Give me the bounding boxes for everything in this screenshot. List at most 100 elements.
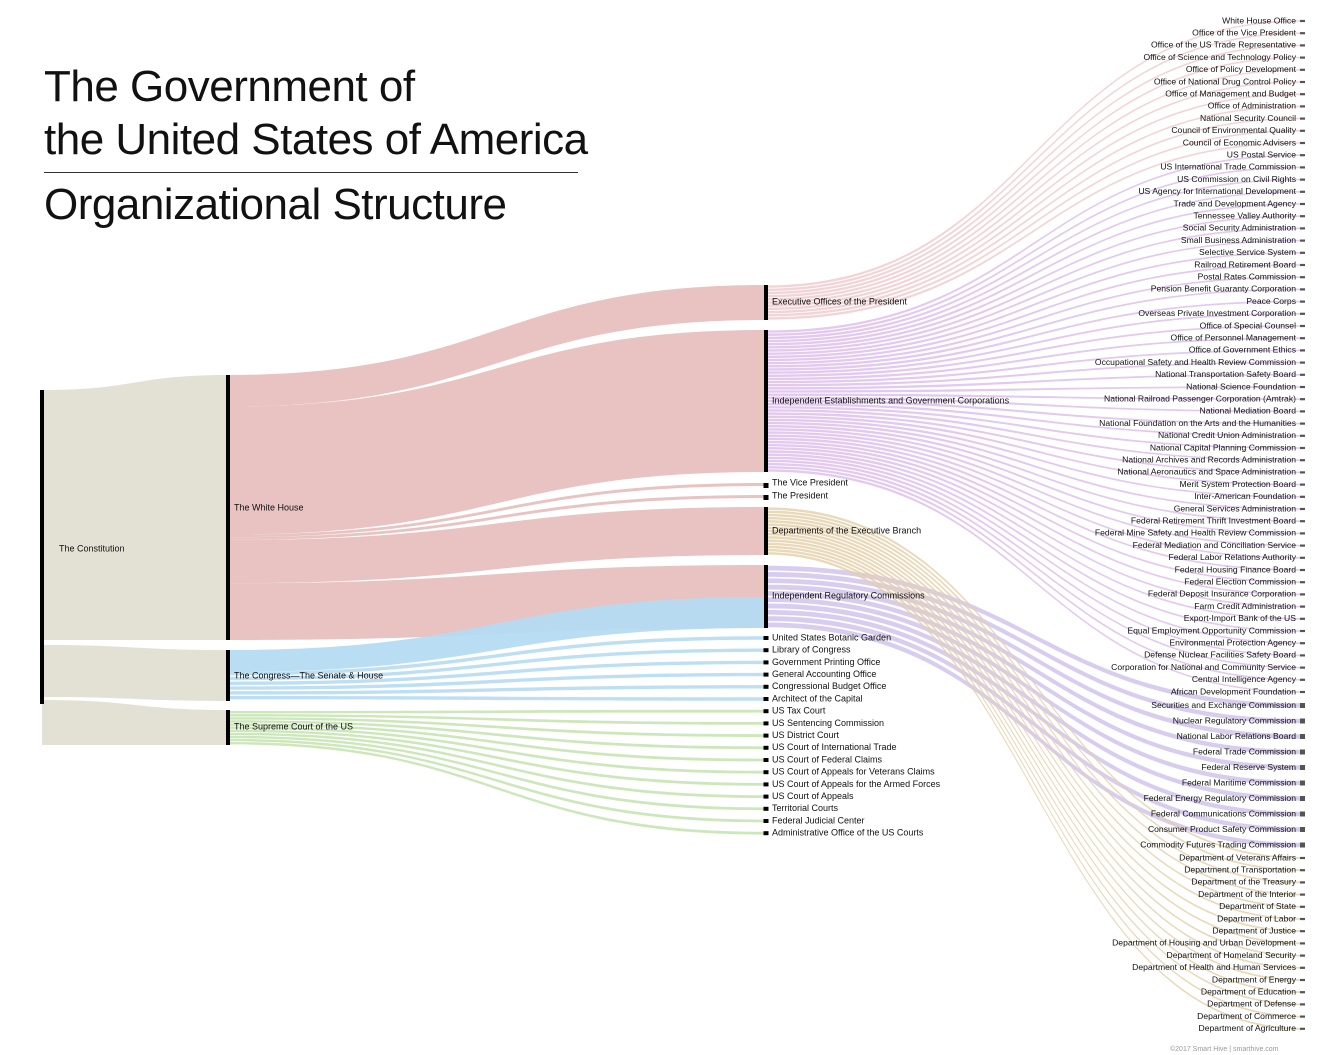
link-ie-equal-employment-opportunity-commission (766, 453, 1302, 632)
agency-label-department-of-homeland-security: Department of Homeland Security (1167, 950, 1297, 960)
agency-label-office-of-government-ethics: Office of Government Ethics (1189, 345, 1296, 355)
leaf-bar-farm-credit-administration (1300, 605, 1305, 608)
bars-layer (40, 19, 1305, 1030)
agency-label-general-accounting-office: General Accounting Office (772, 669, 876, 679)
agency-label-office-of-management-and-budget: Office of Management and Budget (1165, 88, 1296, 98)
leaf-bar-department-of-state (1300, 905, 1305, 908)
agency-label-nuclear-regulatory-commission: Nuclear Regulatory Commission (1173, 715, 1296, 725)
agency-label-inter-american-foundation: Inter-American Foundation (1194, 491, 1296, 501)
link-ie-office-of-special-counsel (766, 325, 1302, 377)
node-label-eop: Executive Offices of the President (772, 296, 907, 306)
link-ie-national-capital-planning-commission (766, 406, 1302, 449)
link-ie-federal-retirement-thrift-investment-board (766, 425, 1302, 522)
link-ie-general-services-administration (766, 421, 1302, 510)
leaf-bar-office-of-administration (1300, 105, 1305, 108)
agency-label-federal-housing-finance-board: Federal Housing Finance Board (1175, 564, 1297, 574)
agency-label-national-archives-and-records-administration: National Archives and Records Administra… (1122, 454, 1296, 464)
agency-label-federal-judicial-center: Federal Judicial Center (772, 815, 865, 825)
bar-architect-of-the-capital (763, 697, 769, 701)
agency-label-pension-benefit-guaranty-corporation: Pension Benefit Guaranty Corporation (1151, 284, 1296, 294)
link-ie-us-international-trade-commission (766, 166, 1302, 336)
agency-label-general-services-administration: General Services Administration (1174, 503, 1296, 513)
agency-label-social-security-administration: Social Security Administration (1183, 223, 1296, 233)
link-ie-social-security-administration (766, 227, 1302, 352)
link-reg-federal-trade-commission (766, 584, 1302, 755)
agency-label-federal-election-commission: Federal Election Commission (1184, 576, 1296, 586)
subtitle: Organizational Structure (44, 180, 507, 229)
link-court-us-court-of-federal-claims (228, 723, 766, 762)
link-dep-department-of-education (766, 542, 1302, 994)
bar-sc (226, 710, 230, 745)
agency-label-department-of-the-interior: Department of the Interior (1198, 889, 1296, 899)
agency-label-office-of-national-drug-control-policy: Office of National Drug Control Policy (1154, 76, 1297, 86)
node-label-supreme-court: The Supreme Court of the US (234, 721, 353, 731)
leaf-bar-social-security-administration (1300, 227, 1305, 230)
node-label-vp: The Vice President (772, 477, 848, 487)
leaf-bar-securities-and-exchange-commission (1300, 703, 1305, 708)
link-reg-national-labor-relations-board (766, 578, 1302, 739)
bar-irc (764, 565, 768, 628)
leaf-bar-railroad-retirement-board (1300, 263, 1305, 267)
agency-label-office-of-the-us-trade-representative: Office of the US Trade Representative (1151, 40, 1296, 50)
agency-label-territorial-courts: Territorial Courts (772, 803, 839, 813)
leaf-bar-federal-deposit-insurance-corporation (1300, 593, 1305, 596)
agency-label-peace-corps: Peace Corps (1246, 296, 1296, 306)
agency-label-tennessee-valley-authority: Tennessee Valley Authority (1193, 210, 1296, 220)
leaf-bar-peace-corps (1300, 300, 1305, 303)
leaf-bar-general-services-administration (1300, 507, 1305, 511)
link-ie-national-credit-union-administration (766, 402, 1302, 437)
bar-government-printing-office (763, 660, 769, 665)
link-reg-commodity-futures-trading-commission (766, 622, 1302, 848)
link-reg-federal-reserve-system (766, 590, 1302, 770)
leaf-bar-department-of-transportation (1300, 869, 1305, 872)
link-constitution-cg (42, 645, 228, 701)
agency-label-corporation-for-national-and-community-service: Corporation for National and Community S… (1111, 662, 1296, 672)
agency-label-national-transportation-safety-board: National Transportation Safety Board (1155, 369, 1296, 379)
agency-label-national-capital-planning-commission: National Capital Planning Commission (1150, 442, 1296, 452)
leaf-bar-postal-rates-commission (1300, 276, 1305, 279)
bar-vp (763, 483, 769, 488)
agency-label-equal-employment-opportunity-commission: Equal Employment Opportunity Commission (1127, 625, 1296, 635)
bar-us-court-of-federal-claims (763, 758, 769, 762)
leaf-bar-department-of-agriculture (1300, 1027, 1305, 1030)
link-ie-national-transportation-safety-board (766, 374, 1302, 390)
agency-label-us-court-of-appeals-for-veterans-claims: US Court of Appeals for Veterans Claims (772, 767, 935, 777)
agency-label-library-of-congress: Library of Congress (772, 645, 851, 655)
link-ie-national-mediation-board (766, 396, 1302, 413)
link-ie-federal-election-commission (766, 440, 1302, 583)
link-ie-national-science-foundation (766, 386, 1302, 393)
link-court-administrative-office-of-the-us-courts (228, 742, 766, 835)
bar-wh (226, 375, 230, 640)
link-ie-national-railroad-passenger-corporation-amtrak (766, 393, 1302, 400)
link-dep-department-of-justice (766, 526, 1302, 933)
leaf-bar-department-of-the-interior (1300, 893, 1305, 896)
agency-label-council-of-economic-advisers: Council of Economic Advisers (1183, 137, 1296, 147)
agency-label-department-of-labor: Department of Labor (1217, 913, 1296, 923)
link-dep-department-of-energy (766, 539, 1302, 981)
link-ie-african-development-foundation (766, 469, 1302, 693)
leaf-bar-federal-trade-commission (1300, 749, 1305, 755)
agency-label-national-mediation-board: National Mediation Board (1200, 406, 1297, 416)
link-dep-department-of-defense (766, 545, 1302, 1006)
agency-label-office-of-special-counsel: Office of Special Counsel (1200, 320, 1296, 330)
agency-label-defense-nuclear-facilities-safety-board: Defense Nuclear Facilities Safety Board (1144, 650, 1296, 660)
link-eop-office-of-policy-development (766, 69, 1302, 301)
credit: ©2017 Smart Hive | smarthive.com (1170, 1046, 1279, 1053)
agency-label-us-court-of-appeals-for-the-armed-forces: US Court of Appeals for the Armed Forces (772, 779, 941, 789)
link-eop-office-of-the-vice-president (766, 32, 1302, 291)
link-ie-corporation-for-national-and-community-service (766, 462, 1302, 669)
agency-label-department-of-state: Department of State (1219, 901, 1296, 911)
agency-label-office-of-personnel-management: Office of Personnel Management (1171, 332, 1297, 342)
leaf-bar-selective-service-system (1300, 251, 1305, 254)
leaf-bar-department-of-health-and-human-services (1300, 966, 1305, 969)
agency-label-farm-credit-administration: Farm Credit Administration (1194, 601, 1296, 611)
link-congress-architect-of-the-capital (228, 696, 766, 701)
bar-us-court-of-appeals (763, 794, 769, 799)
title-line-1: The Government of (44, 62, 415, 111)
leaf-bar-federal-election-commission (1300, 581, 1305, 584)
link-congress-library-of-congress (228, 648, 766, 681)
link-eop-national-security-council (766, 117, 1302, 314)
link-congress-united-states-botanic-garden (228, 636, 766, 676)
leaf-bar-federal-housing-finance-board (1300, 568, 1305, 572)
link-ie-us-postal-service (766, 154, 1302, 333)
